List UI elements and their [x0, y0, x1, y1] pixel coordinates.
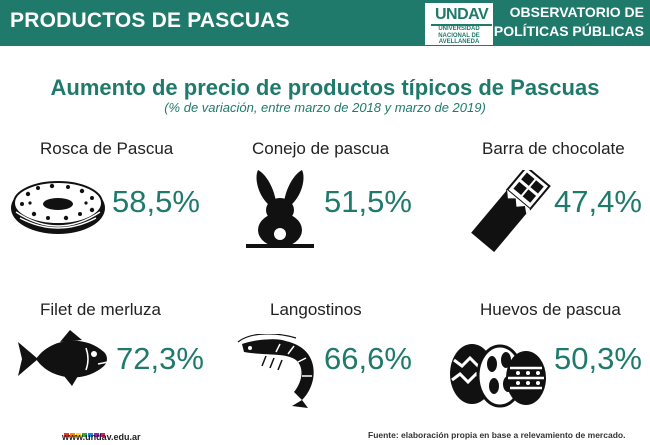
observatorio-label: OBSERVATORIO DE POLÍTICAS PÚBLICAS: [493, 4, 644, 39]
item-label-rosca: Rosca de Pascua: [40, 139, 174, 158]
item-value-chocolate: 47,4%: [554, 184, 642, 219]
footer-url: www.undav.edu.ar: [62, 432, 141, 442]
rosca-icon: [11, 181, 105, 234]
fish-icon: [18, 330, 109, 386]
header-title: PRODUCTOS DE PASCUAS: [10, 9, 290, 32]
item-label-conejo: Conejo de pascua: [252, 139, 390, 158]
item-value-merluza: 72,3%: [116, 341, 204, 376]
undav-logo: UNDAV UNIVERSIDAD NACIONAL DE AVELLANEDA: [424, 2, 494, 46]
easter-eggs-icon: [450, 344, 546, 408]
chocolate-bar-icon: [471, 170, 551, 252]
item-value-rosca: 58,5%: [112, 184, 200, 219]
item-label-merluza: Filet de merluza: [40, 300, 161, 319]
rabbit-icon: [246, 170, 314, 248]
footer-source: Fuente: elaboración propia en base a rel…: [368, 430, 626, 440]
brand-dots: [64, 424, 106, 442]
item-label-chocolate: Barra de chocolate: [482, 139, 625, 158]
item-label-huevos: Huevos de pascua: [480, 300, 621, 319]
logo-mark: UNDAV: [431, 6, 493, 26]
item-value-conejo: 51,5%: [324, 184, 412, 219]
item-value-huevos: 50,3%: [554, 341, 642, 376]
subtitle: (% de variación, entre marzo de 2018 y m…: [164, 100, 486, 115]
item-value-langostinos: 66,6%: [324, 341, 412, 376]
shrimp-icon: [237, 334, 314, 408]
logo-text: UNIVERSIDAD NACIONAL DE AVELLANEDA: [438, 26, 480, 46]
item-label-langostinos: Langostinos: [270, 300, 362, 319]
main-title: Aumento de precio de productos típicos d…: [50, 75, 600, 100]
header-bar: PRODUCTOS DE PASCUAS UNDAV UNIVERSIDAD N…: [0, 0, 650, 46]
